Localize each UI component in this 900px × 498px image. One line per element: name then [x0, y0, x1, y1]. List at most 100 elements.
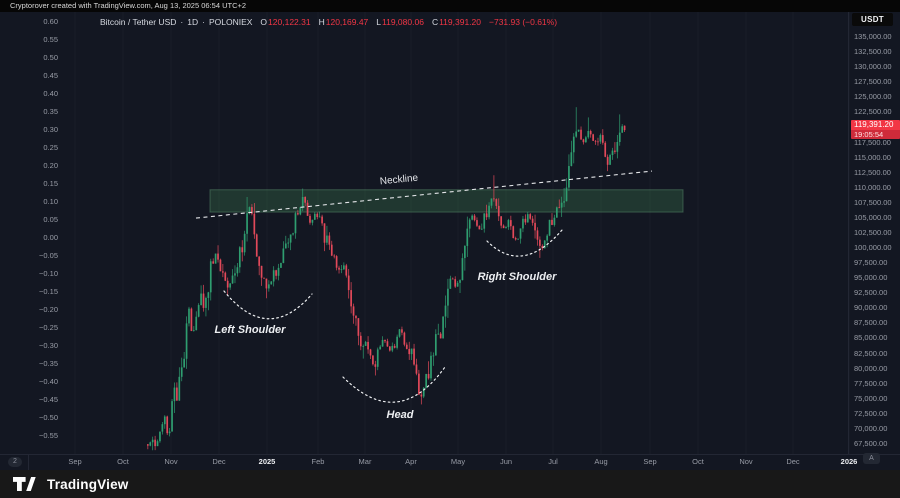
right-scale-tick: 100,000.00: [854, 243, 892, 253]
left-scale-tick: −0.25: [39, 323, 58, 332]
left-scale-tick: −0.15: [39, 287, 58, 296]
change-label: −731.93 (−0.61%): [489, 17, 558, 27]
auto-scale-button[interactable]: A: [863, 453, 880, 464]
right-scale-border: [848, 12, 849, 454]
right-shoulder-arc[interactable]: [486, 229, 563, 257]
time-axis-month-tick: Nov: [739, 457, 753, 466]
interval-label[interactable]: 1D: [187, 17, 199, 27]
right-scale-tick: 125,000.00: [854, 92, 892, 102]
legend-separator: ·: [180, 17, 184, 27]
time-axis-month-tick: Nov: [164, 457, 178, 466]
time-axis-border: [0, 454, 900, 455]
right-scale-tick: 132,500.00: [854, 47, 892, 57]
right-scale-tick: 110,000.00: [854, 182, 891, 192]
left-scale-tick: −0.30: [39, 341, 58, 350]
neckline-zone[interactable]: [209, 189, 684, 213]
right-scale-tick: 95,000.00: [854, 273, 888, 283]
right-scale-tick: 80,000.00: [854, 363, 888, 373]
left-scale-tick: 0.00: [43, 233, 58, 242]
last-price-value: 119,391.20: [851, 120, 900, 131]
right-scale-tick: 122,500.00: [854, 107, 892, 117]
right-scale-tick: 77,500.00: [854, 378, 888, 388]
right-scale-tick: 75,000.00: [854, 393, 888, 403]
left-scale-tick: 0.35: [43, 107, 58, 116]
left-scale-tick: −0.35: [39, 359, 58, 368]
time-axis-month-tick: May: [450, 457, 466, 466]
neckline-trendline[interactable]: [195, 170, 653, 219]
time-axis-month-tick: Oct: [692, 457, 704, 466]
left-scale-tick: 0.15: [43, 179, 58, 188]
attribution-bar: Cryptorover created with TradingView.com…: [0, 0, 900, 12]
left-scale-tick: 0.05: [43, 215, 58, 224]
right-scale-tick: 67,500.00: [854, 439, 888, 448]
ohlc-low: L 119,080.06: [376, 17, 424, 27]
right-scale-tick: 87,500.00: [854, 318, 888, 328]
right-scale-tick: 127,500.00: [854, 77, 892, 87]
bar-countdown: 19:05:54: [851, 130, 900, 140]
footer-bar: TradingView: [0, 470, 900, 498]
ohlc-high: H 120,169.47: [318, 17, 369, 27]
time-axis-month-tick: Oct: [117, 457, 129, 466]
left-scale-tick: 0.20: [43, 161, 58, 170]
time-axis-month-tick: Feb: [311, 457, 325, 466]
time-axis-month-tick: Jul: [548, 457, 558, 466]
left-scale-tick: 0.50: [43, 53, 58, 62]
left-scale-tick: −0.05: [39, 251, 58, 260]
time-axis-year-tick: 2025: [258, 457, 276, 466]
left-scale-tick: −0.40: [39, 377, 58, 386]
pane-counter-button[interactable]: 2: [8, 457, 22, 467]
last-price-badge[interactable]: 119,391.20 19:05:54: [851, 120, 900, 140]
time-axis-month-tick: Apr: [405, 457, 417, 466]
left-scale-tick: 0.55: [43, 35, 58, 44]
right-shoulder-label[interactable]: Right Shoulder: [477, 271, 557, 283]
exchange-label: POLONIEX: [208, 17, 253, 27]
symbol-title[interactable]: Bitcoin / Tether USD: [100, 17, 177, 27]
right-scale-tick: 107,500.00: [854, 197, 892, 207]
ohlc-open: O 120,122.31: [260, 17, 311, 27]
left-scale-tick: 0.40: [43, 89, 58, 98]
left-scale-tick: −0.45: [39, 395, 58, 404]
left-shoulder-arc[interactable]: [223, 290, 313, 320]
left-scale-tick: −0.10: [39, 269, 58, 278]
right-scale-tick: 82,500.00: [854, 348, 888, 358]
head-label[interactable]: Head: [386, 409, 414, 421]
left-scale-tick: 0.45: [43, 71, 58, 80]
time-axis-month-tick: Dec: [212, 457, 226, 466]
left-scale-tick: 0.25: [43, 143, 58, 152]
left-scale-tick: 0.60: [43, 17, 58, 26]
left-scale-tick: −0.50: [39, 413, 58, 422]
currency-button[interactable]: USDT: [852, 13, 893, 26]
right-scale-tick: 115,000.00: [854, 152, 891, 162]
tradingview-logo-icon[interactable]: [13, 476, 40, 492]
head-arc[interactable]: [342, 366, 446, 403]
legend-separator: ·: [202, 17, 205, 27]
right-scale-tick: 90,000.00: [854, 303, 888, 313]
right-scale-tick: 130,000.00: [854, 62, 892, 72]
right-scale-tick: 97,500.00: [854, 258, 888, 268]
ohlc-close: C 119,391.20: [431, 17, 481, 27]
corner-border: [28, 455, 29, 470]
right-scale-tick: 117,500.00: [854, 137, 891, 147]
time-axis-month-tick: Sep: [643, 457, 657, 466]
left-scale-tick: 0.10: [43, 197, 58, 206]
right-scale-tick: 112,500.00: [854, 167, 891, 177]
left-scale-tick: −0.55: [39, 431, 58, 440]
right-scale-tick: 85,000.00: [854, 333, 888, 343]
time-axis-year-tick: 2026: [840, 457, 858, 466]
left-shoulder-label[interactable]: Left Shoulder: [214, 324, 286, 336]
right-scale-tick: 105,000.00: [854, 212, 892, 222]
left-scale-tick: 0.30: [43, 125, 58, 134]
symbol-legend[interactable]: Bitcoin / Tether USD · 1D · POLONIEX O 12…: [100, 17, 557, 27]
time-axis-month-tick: Jun: [499, 457, 513, 466]
tradingview-logo-text[interactable]: TradingView: [47, 476, 129, 492]
right-scale-tick: 102,500.00: [854, 227, 892, 237]
time-axis-month-tick: Aug: [594, 457, 608, 466]
time-axis-month-tick: Dec: [786, 457, 800, 466]
right-scale-tick: 70,000.00: [854, 423, 888, 433]
time-axis-month-tick: Mar: [358, 457, 372, 466]
right-scale-tick: 92,500.00: [854, 288, 888, 298]
time-axis-month-tick: Sep: [68, 457, 82, 466]
right-scale-tick: 72,500.00: [854, 408, 888, 418]
right-scale-tick: 135,000.00: [854, 32, 892, 41]
